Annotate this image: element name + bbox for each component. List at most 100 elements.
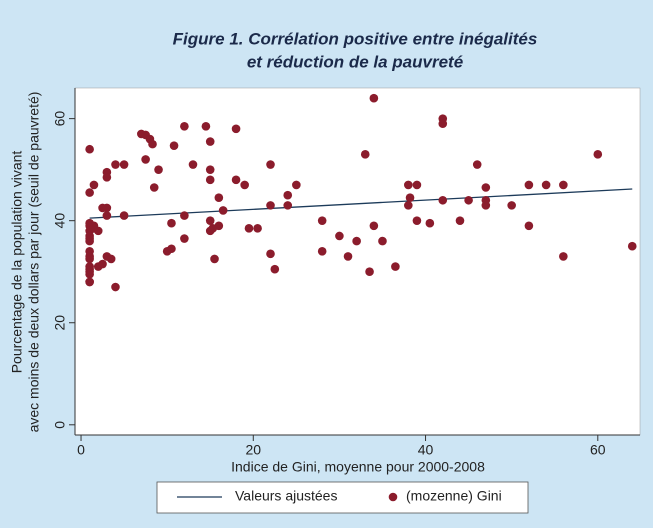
point — [205, 216, 215, 225]
point — [266, 201, 275, 210]
point — [167, 218, 176, 228]
y-axis-label: avec moins de deux dollars par jour (seu… — [26, 92, 42, 433]
legend-label: Valeurs ajustées — [235, 488, 337, 504]
point — [365, 267, 374, 277]
legend-label: (mozenne) Gini — [406, 488, 502, 504]
point — [404, 180, 413, 190]
x-tick-label: 20 — [245, 442, 261, 458]
point — [438, 195, 448, 205]
x-tick-label: 0 — [77, 442, 85, 458]
point — [111, 282, 120, 292]
point — [244, 224, 254, 233]
point — [218, 206, 228, 215]
point — [98, 259, 107, 269]
point — [85, 277, 94, 287]
point — [352, 236, 361, 246]
point — [85, 269, 94, 279]
point — [106, 254, 116, 264]
point — [201, 121, 211, 131]
plot-area — [74, 87, 641, 436]
y-axis-label: Pourcentage de la population vivant — [9, 151, 25, 374]
point — [412, 180, 422, 190]
point — [438, 119, 448, 129]
point — [148, 139, 157, 149]
y-tick-label: 40 — [52, 213, 68, 229]
point — [481, 183, 491, 192]
point — [102, 173, 112, 182]
point — [210, 254, 219, 264]
point — [102, 211, 112, 220]
point — [425, 218, 435, 228]
point — [266, 160, 275, 169]
point — [283, 201, 293, 210]
point — [455, 216, 465, 225]
point — [119, 211, 129, 220]
point — [472, 160, 482, 169]
point — [317, 216, 327, 225]
point — [167, 244, 176, 254]
x-tick-label: 40 — [418, 442, 434, 458]
point — [266, 249, 275, 259]
point — [93, 226, 103, 236]
point — [391, 262, 400, 271]
x-axis-label: Indice de Gini, moyenne pour 2000-2008 — [231, 459, 485, 475]
point — [405, 193, 415, 203]
point — [205, 165, 215, 174]
fit-line — [89, 188, 633, 219]
point — [169, 141, 179, 150]
point — [119, 160, 129, 169]
point — [343, 252, 353, 261]
chart-title: Figure 1. Corrélation positive entre iné… — [173, 29, 538, 48]
point — [369, 93, 379, 103]
point — [214, 221, 224, 231]
point — [369, 221, 379, 231]
point — [214, 193, 224, 203]
point — [524, 221, 534, 231]
point — [464, 195, 473, 205]
point — [149, 183, 159, 192]
point — [85, 236, 94, 246]
y-tick-label: 0 — [52, 421, 68, 429]
y-tick-label: 60 — [52, 111, 68, 127]
point — [559, 180, 568, 190]
point — [378, 236, 387, 246]
point — [240, 180, 249, 190]
x-tick-label: 60 — [590, 442, 606, 458]
point — [507, 201, 516, 210]
point — [360, 150, 370, 159]
point — [102, 203, 112, 213]
point — [317, 246, 327, 256]
chart-title: et réduction de la pauvreté — [247, 52, 463, 71]
point — [141, 155, 150, 164]
point — [283, 190, 293, 200]
point — [270, 264, 280, 274]
point — [180, 211, 189, 220]
point — [231, 175, 241, 185]
point — [292, 180, 301, 190]
point — [253, 224, 262, 233]
point — [524, 180, 534, 190]
point — [627, 241, 637, 251]
point — [111, 160, 120, 169]
point — [205, 137, 215, 146]
point — [335, 231, 344, 241]
point — [85, 144, 94, 154]
point — [89, 180, 99, 190]
point — [180, 234, 189, 243]
point — [205, 175, 215, 185]
point — [180, 121, 189, 131]
point — [404, 201, 413, 210]
point — [481, 201, 491, 210]
point — [154, 165, 163, 174]
point — [231, 124, 241, 134]
point — [85, 254, 94, 264]
point — [593, 150, 603, 159]
point — [559, 252, 568, 261]
point — [541, 180, 551, 190]
y-tick-label: 20 — [52, 315, 68, 331]
point — [412, 216, 422, 225]
legend-swatch — [388, 492, 398, 502]
point — [188, 160, 198, 169]
point — [85, 188, 94, 197]
